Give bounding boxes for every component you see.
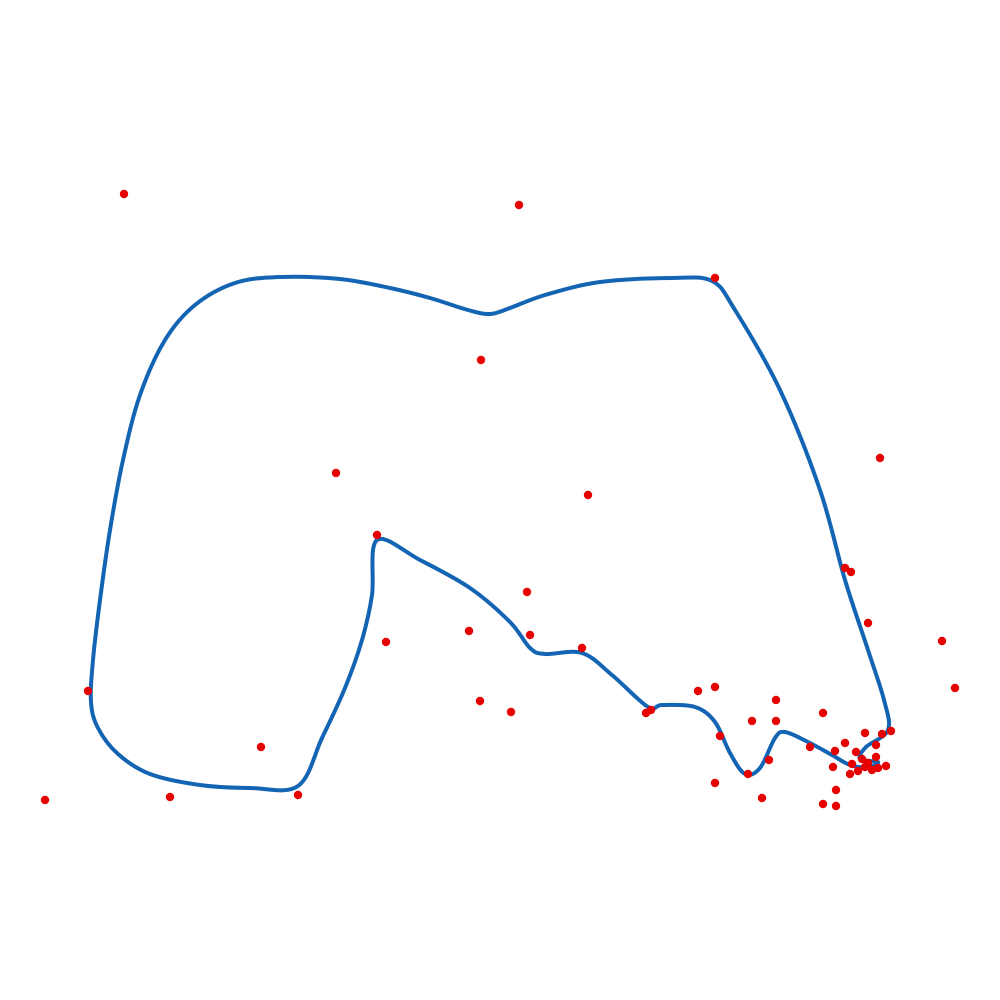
scatter-point: [831, 785, 841, 795]
scatter-point: [863, 758, 873, 768]
scatter-point: [805, 742, 815, 752]
scatter-point: [840, 563, 850, 573]
scatter-point: [165, 792, 175, 802]
scatter-point: [583, 490, 593, 500]
scatter-point: [771, 695, 781, 705]
scatter-point: [771, 716, 781, 726]
scatter-point: [381, 637, 391, 647]
scatter-point: [845, 769, 855, 779]
scatter-point: [747, 716, 757, 726]
scatter-point: [577, 643, 587, 653]
scatter-point: [860, 728, 870, 738]
scatter-point: [475, 696, 485, 706]
scatter-point: [851, 747, 861, 757]
scatter-point: [40, 795, 50, 805]
scatter-point: [476, 355, 486, 365]
scatter-point: [693, 686, 703, 696]
scatter-point: [525, 630, 535, 640]
series-line-curve: [88, 274, 892, 793]
series-closed-curve: [88, 274, 892, 793]
scatter-point: [331, 468, 341, 478]
scatter-point: [646, 705, 656, 715]
scatter-point: [937, 636, 947, 646]
scatter-point: [886, 726, 896, 736]
scatter-point: [818, 799, 828, 809]
scatter-point: [522, 587, 532, 597]
scatter-point: [83, 686, 93, 696]
scatter-point: [715, 731, 725, 741]
scatter-point: [847, 759, 857, 769]
scatter-point: [863, 618, 873, 628]
scatter-point: [853, 766, 863, 776]
scatter-point: [881, 761, 891, 771]
scatter-point: [871, 752, 881, 762]
scatter-point: [840, 738, 850, 748]
scatter-point: [464, 626, 474, 636]
scatter-point: [256, 742, 266, 752]
scatter-point: [757, 793, 767, 803]
scatter-point: [710, 778, 720, 788]
scatter-point: [372, 530, 382, 540]
scatter-point: [119, 189, 129, 199]
scatter-point: [830, 746, 840, 756]
scatter-point: [743, 769, 753, 779]
scatter-point: [873, 763, 883, 773]
scatter-point: [857, 754, 867, 764]
scatter-point: [871, 740, 881, 750]
scatter-point: [710, 682, 720, 692]
scatter-point: [293, 790, 303, 800]
scatter-point: [764, 755, 774, 765]
scatter-point: [710, 273, 720, 283]
scatter-point: [514, 200, 524, 210]
scatter-point: [831, 801, 841, 811]
scatter-point: [877, 729, 887, 739]
scatter-point: [828, 762, 838, 772]
scatter-point: [818, 708, 828, 718]
scatter-point: [506, 707, 516, 717]
scatter-point: [950, 683, 960, 693]
series-scatter-points: [40, 189, 960, 811]
scatter-point: [875, 453, 885, 463]
scatter-point: [846, 567, 856, 577]
